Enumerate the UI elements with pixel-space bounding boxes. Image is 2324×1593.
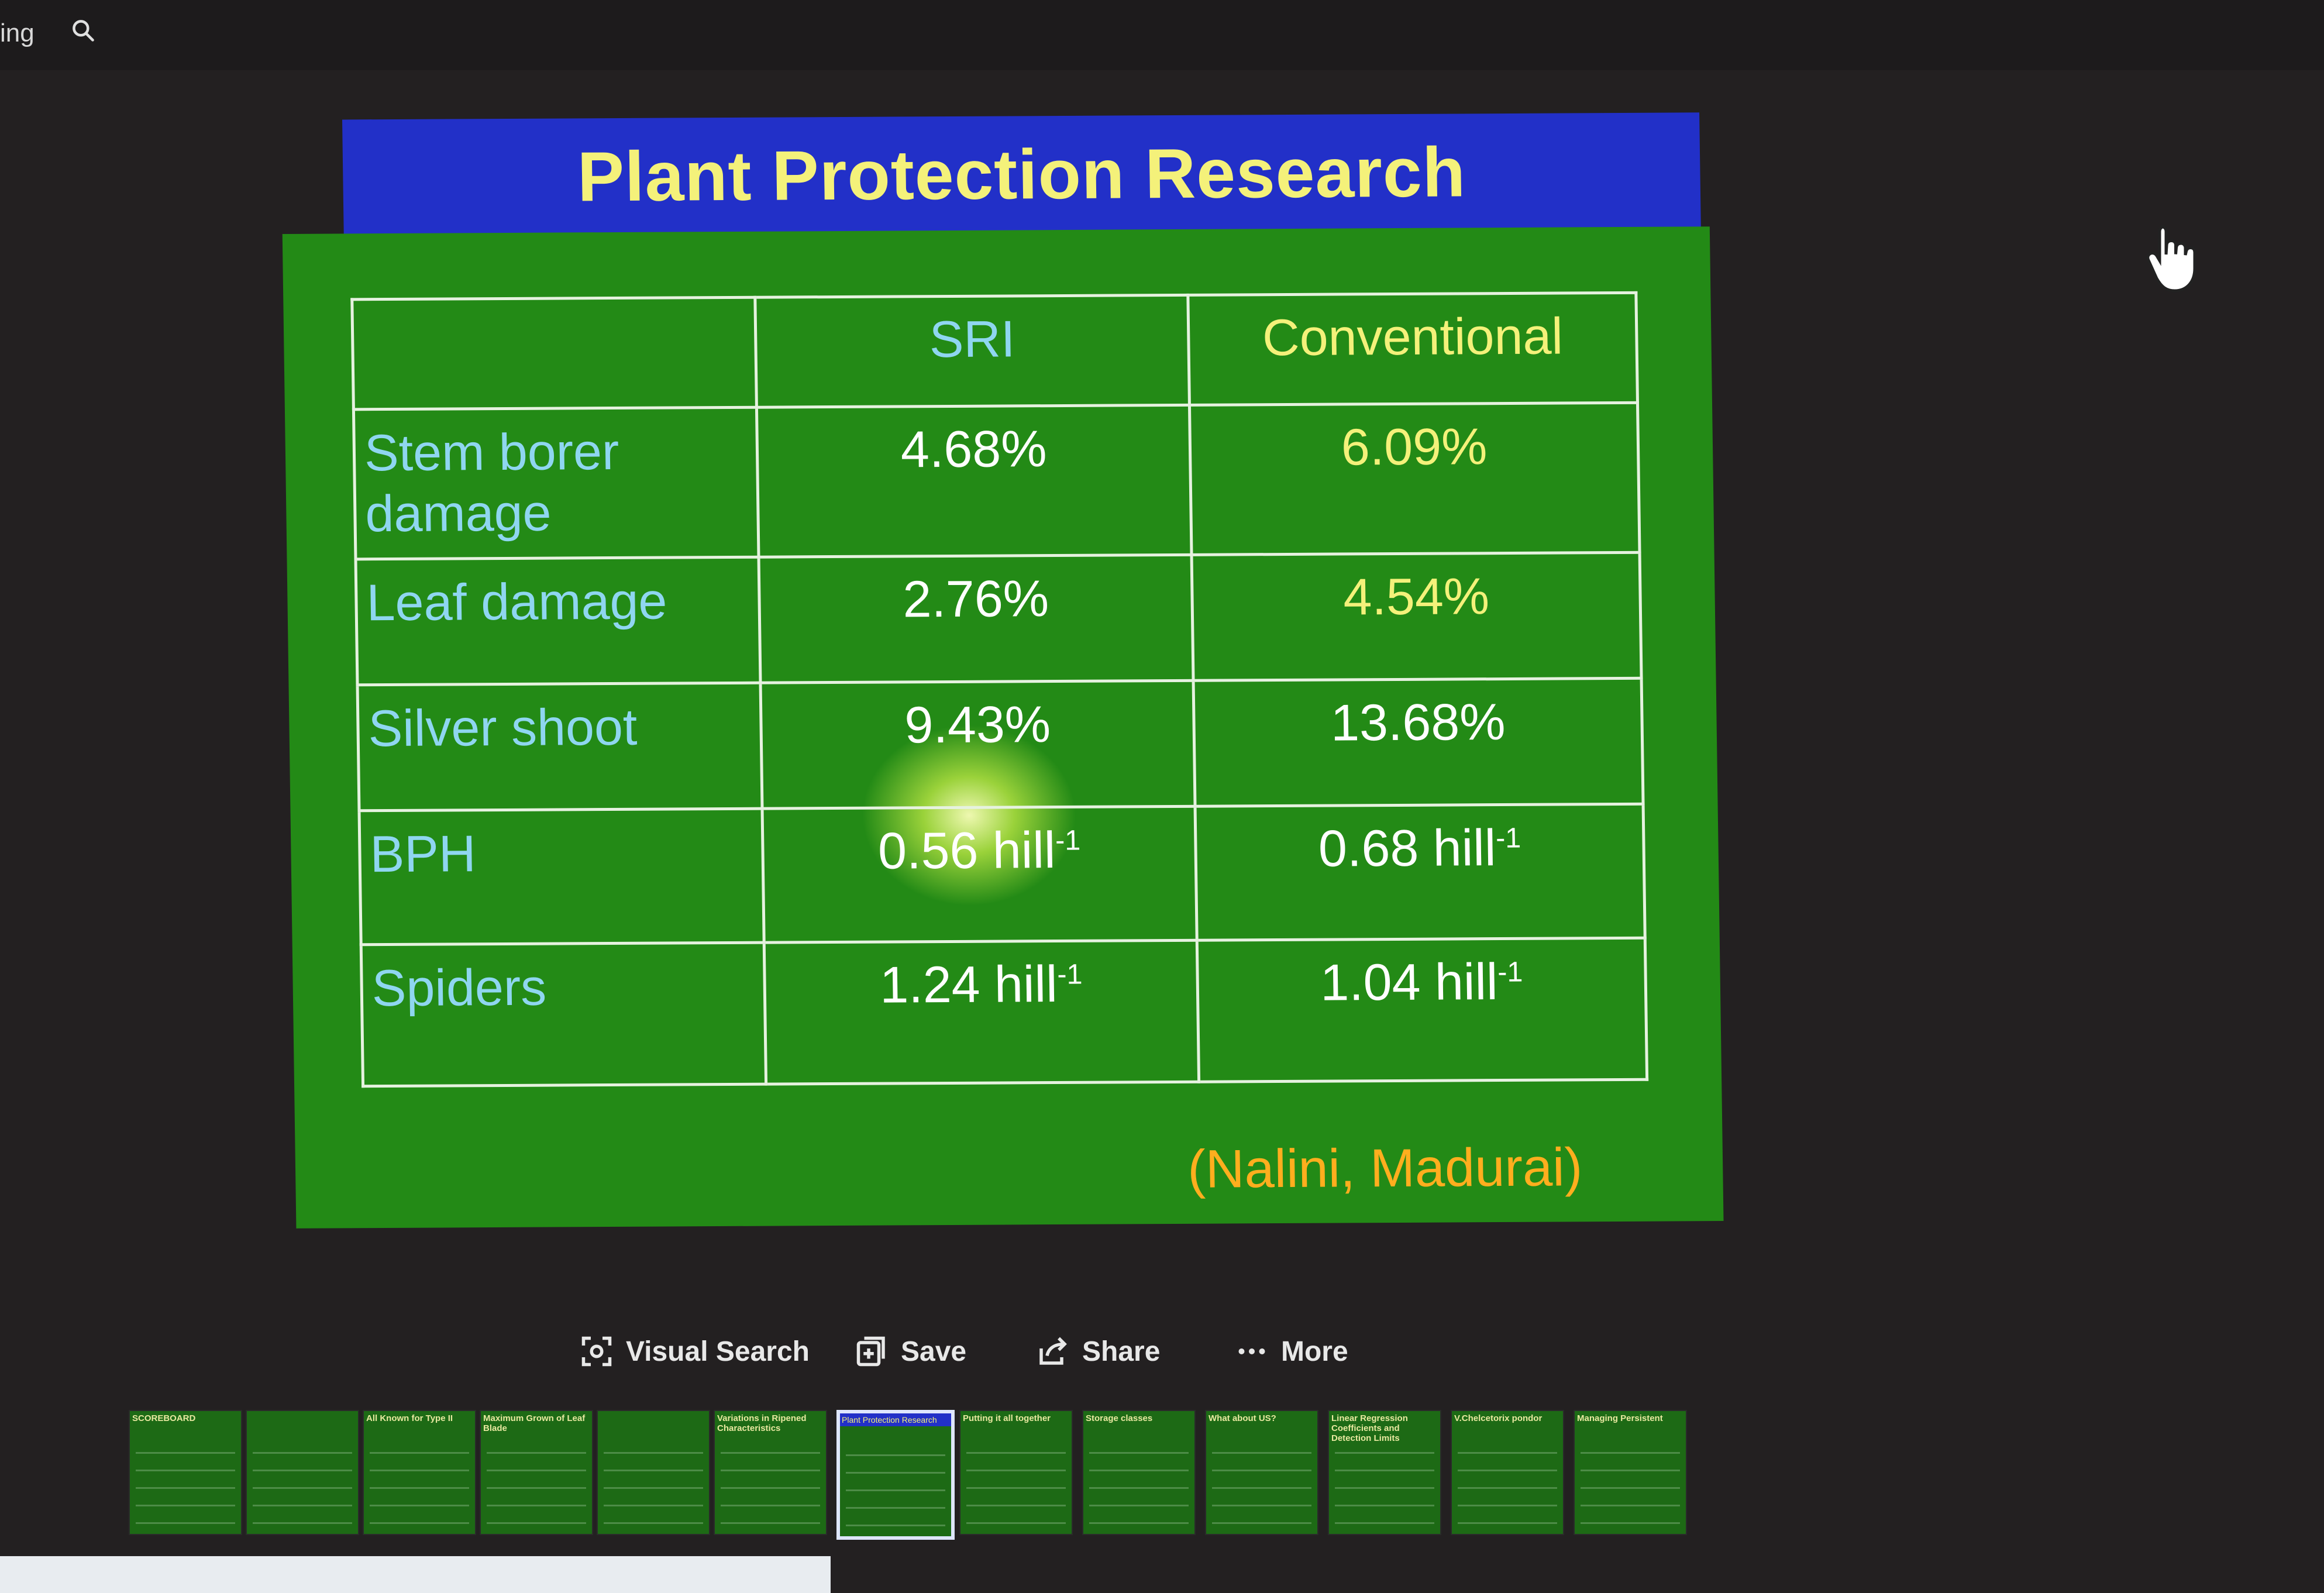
sri-value: 0.56 hill-1 xyxy=(762,806,1197,942)
thumbnail[interactable]: V.Chelcetorix pondor xyxy=(1451,1410,1564,1535)
conventional-value: 4.54% xyxy=(1192,552,1642,681)
share-label: Share xyxy=(1082,1336,1161,1367)
table-row: BPH 0.56 hill-1 0.68 hill-1 xyxy=(359,804,1645,945)
more-label: More xyxy=(1281,1336,1348,1367)
sri-value: 9.43% xyxy=(760,680,1196,809)
thumbnail[interactable]: Maximum Grown of Leaf Blade xyxy=(480,1410,593,1535)
share-icon xyxy=(1039,1337,1067,1365)
visual-search-label: Visual Search xyxy=(626,1336,810,1367)
save-icon xyxy=(856,1336,885,1367)
thumbnail[interactable]: Managing Persistent xyxy=(1574,1410,1687,1535)
visual-search-button[interactable]: Visual Search xyxy=(579,1334,810,1369)
thumbnail[interactable]: What about US? xyxy=(1205,1410,1318,1535)
data-table: SRI Conventional Stem borer damage 4.68%… xyxy=(350,291,1648,1088)
table-corner-cell xyxy=(352,297,757,410)
thumbnail[interactable]: SCOREBOARD xyxy=(129,1410,242,1535)
sri-value: 2.76% xyxy=(759,555,1194,683)
search-icon[interactable] xyxy=(70,18,96,43)
conventional-value: 1.04 hill-1 xyxy=(1197,938,1647,1082)
thumbnail[interactable] xyxy=(246,1410,359,1535)
search-partial-text: ing xyxy=(0,19,35,47)
thumbnail[interactable]: Variations in Ripened Characteristics xyxy=(714,1410,827,1535)
thumbnail[interactable]: Storage classes xyxy=(1082,1410,1196,1535)
top-bar: ing xyxy=(0,0,2324,70)
save-label: Save xyxy=(901,1336,967,1367)
conventional-value: 13.68% xyxy=(1193,678,1644,807)
column-header-conventional: Conventional xyxy=(1188,293,1638,405)
more-button[interactable]: More xyxy=(1234,1334,1348,1369)
bottom-edge-bar xyxy=(0,1556,831,1593)
share-button[interactable]: Share xyxy=(1035,1334,1160,1369)
conventional-value: 6.09% xyxy=(1189,402,1640,555)
citation: (Nalini, Madurai) xyxy=(1187,1137,1583,1199)
column-header-sri: SRI xyxy=(755,295,1190,408)
thumbnail[interactable]: All Known for Type II xyxy=(363,1410,476,1535)
hand-cursor-icon xyxy=(2146,225,2196,293)
more-icon xyxy=(1238,1348,1265,1354)
slide-preview[interactable]: Plant Protection Research SRI Convention… xyxy=(281,112,1724,1229)
thumbnail[interactable]: Linear Regression Coefficients and Detec… xyxy=(1328,1410,1441,1535)
save-button[interactable]: Save xyxy=(854,1334,966,1369)
slide-title: Plant Protection Research xyxy=(577,133,1466,216)
table-row: Stem borer damage 4.68% 6.09% xyxy=(353,402,1640,559)
image-actions-bar: Visual Search Save Share More xyxy=(579,1334,1421,1404)
thumbnail[interactable]: Putting it all together xyxy=(959,1410,1073,1535)
conventional-value: 0.68 hill-1 xyxy=(1195,804,1645,941)
row-label: Silver shoot xyxy=(357,683,763,811)
row-label: Stem borer damage xyxy=(353,407,759,559)
slide-body: SRI Conventional Stem borer damage 4.68%… xyxy=(282,226,1724,1229)
sri-value: 4.68% xyxy=(756,405,1192,558)
sri-value: 1.24 hill-1 xyxy=(764,940,1199,1085)
table-row: Spiders 1.24 hill-1 1.04 hill-1 xyxy=(361,938,1647,1086)
row-label: Spiders xyxy=(361,942,766,1086)
slide-header: Plant Protection Research xyxy=(342,112,1701,237)
table-row: Silver shoot 9.43% 13.68% xyxy=(357,678,1644,811)
thumbnail-active[interactable]: Plant Protection Research xyxy=(836,1410,955,1540)
related-images-filmstrip: SCOREBOARD All Known for Type II Maximum… xyxy=(76,1404,1819,1556)
row-label: Leaf damage xyxy=(355,557,761,685)
thumbnail[interactable] xyxy=(597,1410,710,1535)
table-row: Leaf damage 2.76% 4.54% xyxy=(355,552,1642,685)
row-label: BPH xyxy=(359,808,765,945)
visual-search-icon xyxy=(581,1336,612,1367)
